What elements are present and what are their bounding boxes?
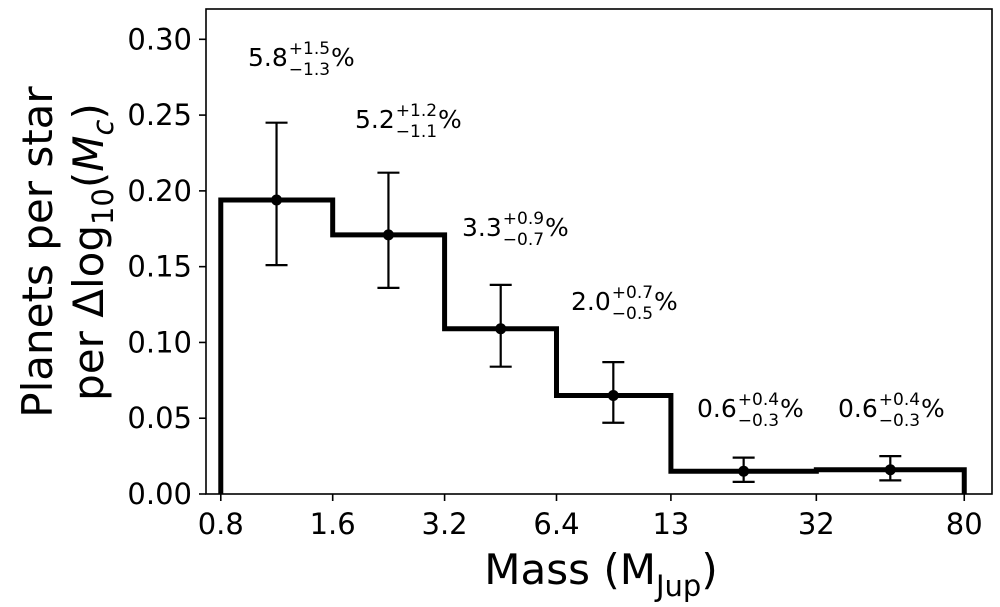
bin-annotation-percent-0: % [331,43,355,72]
x-tick-label-3: 6.4 [533,507,579,541]
data-point-5 [884,464,896,476]
bin-annotation-plus-3: +0.7 [612,283,653,303]
bin-annotation-base-0: 5.8 [248,43,288,72]
bin-annotation-base-5: 0.6 [838,394,878,423]
bin-annotation-percent-4: % [780,394,804,423]
bin-annotation-percent-1: % [438,105,462,134]
y-tick-label-4: 0.20 [127,174,192,208]
bin-annotation-minus-4: −0.3 [738,411,779,431]
x-tick-label-5: 32 [798,507,835,541]
data-point-2 [495,323,507,335]
y-tick-label-3: 0.15 [127,250,192,284]
y-axis-label-line1: Planets per star [13,86,62,418]
bin-annotation-minus-2: −0.7 [503,230,544,250]
bin-annotation-base-4: 0.6 [697,394,737,423]
bin-annotation-minus-5: −0.3 [879,411,920,431]
plot-frame [205,8,993,495]
bin-annotation-percent-2: % [545,213,569,242]
bin-annotation-1: 5.2 +1.2−1.1% [355,101,462,142]
y-tick-label-6: 0.30 [127,22,192,56]
bin-annotation-3: 2.0 +0.7−0.5% [571,283,678,324]
bin-annotation-plus-2: +0.9 [503,209,544,229]
bin-annotation-percent-5: % [921,394,945,423]
bin-annotation-5: 0.6 +0.4−0.3% [838,390,945,431]
bin-annotation-plus-5: +0.4 [879,390,920,410]
y-tick-label-5: 0.25 [127,98,192,132]
bin-annotation-2: 3.3 +0.9−0.7% [462,209,569,250]
bin-annotation-base-3: 2.0 [571,287,611,316]
x-tick-label-2: 3.2 [422,507,468,541]
bin-annotation-minus-3: −0.5 [612,304,653,324]
y-axis-label-line2: per Δlog10(Mc) [64,103,120,401]
plot-area [205,8,993,495]
x-tick-label-4: 13 [652,507,689,541]
bin-annotation-plus-4: +0.4 [738,390,779,410]
bin-annotation-base-1: 5.2 [355,105,395,134]
bin-annotation-4: 0.6 +0.4−0.3% [697,390,804,431]
data-point-3 [607,389,619,401]
x-axis: 0.8 1.6 3.2 6.4 13 32 80 [198,494,983,541]
x-tick-label-0: 0.8 [198,507,244,541]
data-point-4 [738,465,750,477]
y-tick-label-2: 0.10 [127,325,192,359]
y-tick-label-1: 0.05 [127,401,192,435]
bin-annotation-percent-3: % [654,287,678,316]
data-point-0 [271,194,283,206]
bin-annotation-minus-1: −1.1 [396,122,437,142]
y-axis: 0.00 0.05 0.10 0.15 0.20 0.25 0.30 [127,22,206,511]
bin-annotation-minus-0: −1.3 [289,60,330,80]
x-axis-label: Mass (MJup) [484,545,717,603]
bin-annotation-0: 5.8 +1.5−1.3% [248,39,355,80]
data-point-1 [382,229,394,241]
bin-annotation-plus-0: +1.5 [289,39,330,59]
x-tick-label-1: 1.6 [310,507,356,541]
histogram-step-line [218,197,967,494]
y-tick-label-0: 0.00 [127,477,192,511]
bin-annotation-base-2: 3.3 [462,213,502,242]
x-tick-label-6: 80 [946,507,983,541]
bin-annotation-plus-1: +1.2 [396,101,437,121]
bin-annotations: 5.8 +1.5−1.3 %5.2 +1.2−1.1 %3.3 +0.9−0.7 %2.0 +… [248,39,945,431]
